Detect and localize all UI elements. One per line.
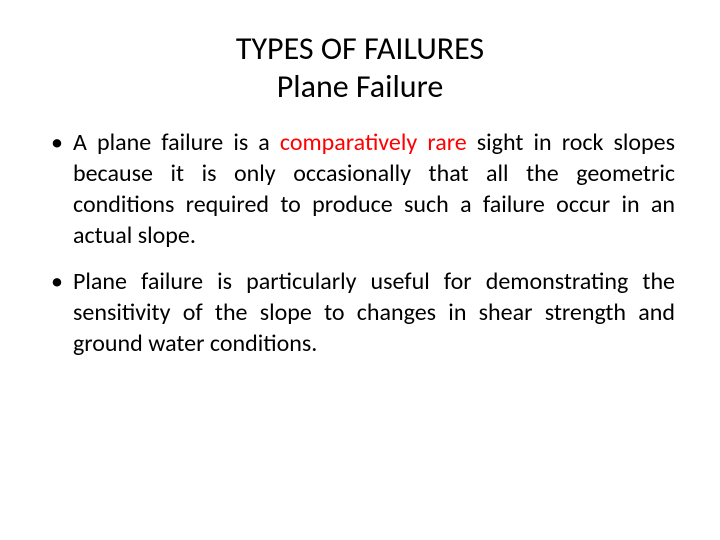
bullet-text-highlight: comparatively rare [280,128,467,157]
bullet-item: A plane failure is a comparatively rare … [45,127,675,252]
bullet-item: Plane failure is particularly useful for… [45,266,675,360]
title-line-1: TYPES OF FAILURES [45,30,675,68]
bullet-text-pre: A plane failure is a [73,128,280,157]
bullet-text-pre: Plane failure is particularly useful for… [73,267,675,358]
slide-title: TYPES OF FAILURES Plane Failure [45,30,675,107]
bullet-list: A plane failure is a comparatively rare … [45,127,675,359]
title-line-2: Plane Failure [45,68,675,106]
